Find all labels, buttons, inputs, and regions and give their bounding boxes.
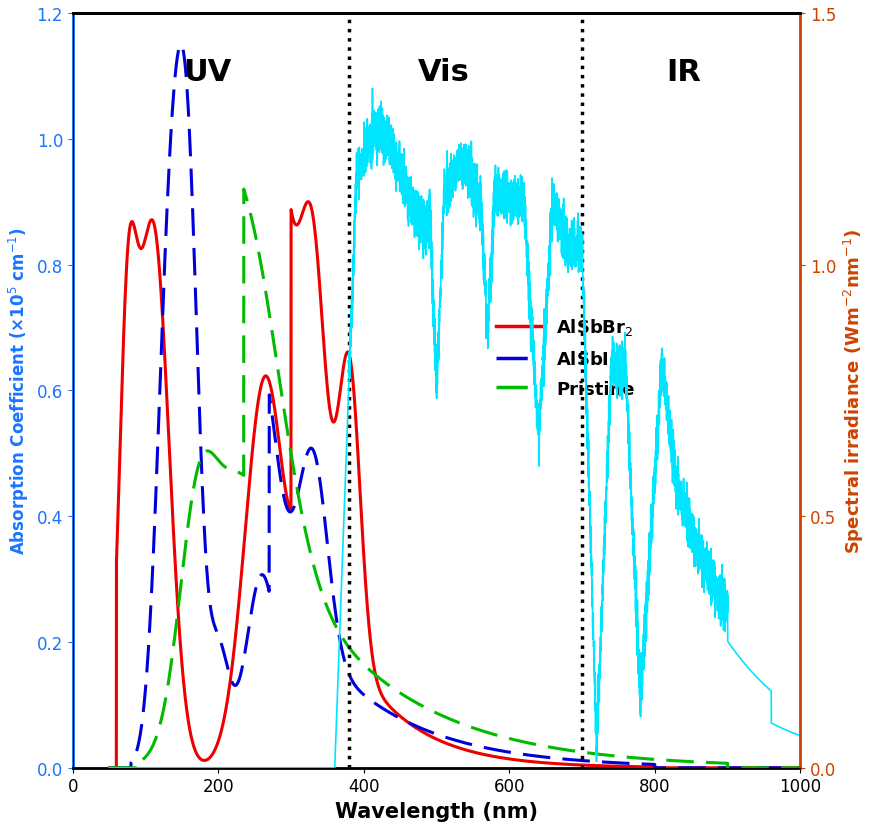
X-axis label: Wavelength (nm): Wavelength (nm) xyxy=(335,801,538,821)
Y-axis label: Spectral irradiance (Wm$^{-2}$nm$^{-1}$): Spectral irradiance (Wm$^{-2}$nm$^{-1}$) xyxy=(842,229,866,554)
Text: UV: UV xyxy=(183,58,231,87)
Y-axis label: Absorption Coefficient (×10$^5$ cm$^{-1}$): Absorption Coefficient (×10$^5$ cm$^{-1}… xyxy=(7,227,31,555)
Text: Vis: Vis xyxy=(418,58,470,87)
Text: IR: IR xyxy=(666,58,701,87)
Legend: AlSbBr$_2$, AlSbI$_2$, Pristine: AlSbBr$_2$, AlSbI$_2$, Pristine xyxy=(489,310,642,406)
